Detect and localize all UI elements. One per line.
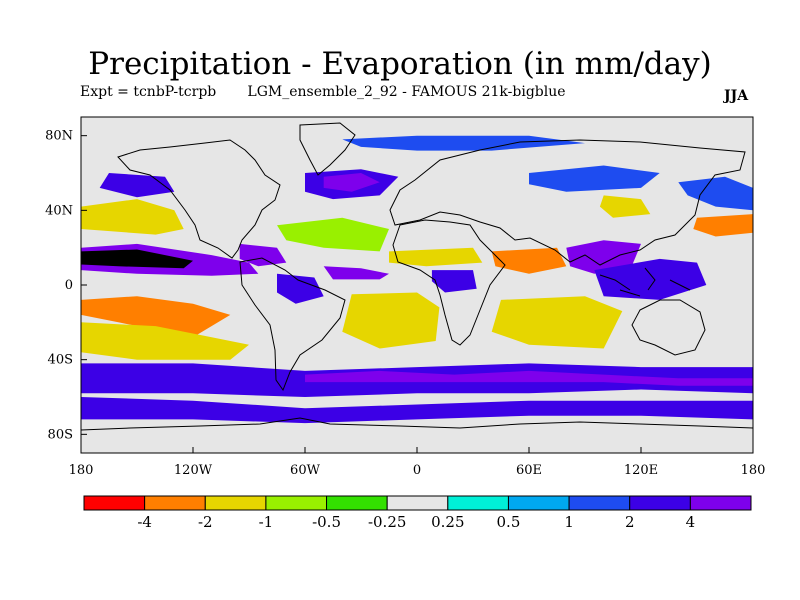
lat-tick-label: 80N <box>45 129 73 144</box>
region-siberia-moist <box>529 165 660 192</box>
season-label: JJA <box>724 88 749 104</box>
lon-tick-label: 0 <box>413 463 421 478</box>
region-atlantic-itcz <box>323 266 389 280</box>
colorbar-label: 0.5 <box>497 513 521 531</box>
longitude-axis: 180 120W 60W 0 60E 120E 180 <box>69 447 766 478</box>
region-north-pacific-dry <box>81 199 184 235</box>
region-caribbean-wet <box>239 243 287 267</box>
lat-tick-label: 40N <box>45 203 73 218</box>
coastline-maritime-islands <box>599 267 691 297</box>
lon-tick-label: 60E <box>516 463 542 478</box>
coastline-eurasia <box>389 139 746 266</box>
coastlines <box>81 122 753 431</box>
coastline-north-america <box>117 139 281 259</box>
colorbar-label: -0.5 <box>312 513 341 531</box>
colorbar-swatch <box>204 495 267 511</box>
region-east-asia-dry <box>599 195 651 218</box>
lon-tick-label: 60W <box>290 463 321 478</box>
region-atlantic-dry-north <box>277 217 389 252</box>
lon-tick-label: 180 <box>741 463 766 478</box>
colorbar-swatch <box>83 495 146 511</box>
region-amazon-wet <box>277 273 324 304</box>
region-arabian-dry <box>491 247 567 274</box>
region-arctic-moist <box>342 135 585 151</box>
run-label: LGM_ensemble_2_92 - FAMOUS 21k-bigblue <box>247 84 566 100</box>
lat-tick-label: 0 <box>65 278 73 293</box>
colorbar-label: 2 <box>625 513 635 531</box>
region-south-atlantic-yellow <box>342 292 440 349</box>
region-south-pacific-dry <box>81 296 231 338</box>
region-antarctic-coast <box>81 397 753 424</box>
colorbar-swatch <box>265 495 328 511</box>
colorbar-label: -2 <box>198 513 213 531</box>
region-southern-ocean-core <box>305 370 753 386</box>
colorbar-swatch <box>144 495 206 511</box>
region-west-pacific-dry <box>693 214 753 237</box>
coastline-australia <box>631 299 706 356</box>
region-south-pacific-yellow <box>81 322 249 360</box>
lat-tick-label: 80S <box>48 427 73 442</box>
colorbar: -4 -2 -1 -0.5 -0.25 0.25 0.5 1 2 4 <box>83 495 752 531</box>
coastline-antarctica <box>81 417 753 431</box>
lon-tick-label: 180 <box>69 463 94 478</box>
colorbar-swatch <box>689 495 752 511</box>
colorbar-label: -1 <box>259 513 274 531</box>
region-sahel-dry <box>389 247 483 267</box>
coastline-south-america <box>239 257 346 392</box>
experiment-label: Expt = tcnbP-tcrpb <box>80 84 217 100</box>
coastline-greenland <box>299 122 356 176</box>
colorbar-swatch <box>386 495 449 511</box>
colorbar-label: 0.25 <box>431 513 464 531</box>
region-itcz-pacific-core <box>81 249 193 269</box>
lat-tick-label: 40S <box>48 353 73 368</box>
colorbar-swatch <box>568 495 631 511</box>
lon-tick-label: 120E <box>624 463 658 478</box>
latitude-axis: 80N 40N 0 40S 80S <box>45 129 87 442</box>
region-central-africa-wet <box>431 270 477 293</box>
colorbar-swatch <box>447 495 509 511</box>
pe-field <box>81 117 753 453</box>
colorbar-label: 4 <box>686 513 696 531</box>
region-indian-ocean-dry <box>491 296 623 349</box>
coastline-africa <box>392 219 506 346</box>
plot-title: Precipitation - Evaporation (in mm/day) <box>88 46 712 82</box>
region-north-atlantic-core <box>323 173 380 192</box>
experiment-info: Expt = tcnbP-tcrpb LGM_ensemble_2_92 - F… <box>80 84 566 100</box>
colorbar-swatch <box>629 495 691 511</box>
colorbar-swatch <box>326 495 388 511</box>
region-northwest-pacific-moist <box>678 176 753 211</box>
colorbar-label: -4 <box>137 513 152 531</box>
region-maritime-continent-wet <box>594 258 707 300</box>
colorbar-swatch <box>507 495 570 511</box>
colorbar-label: 1 <box>564 513 574 531</box>
colorbar-label: -0.25 <box>368 513 406 531</box>
lon-tick-label: 120W <box>174 463 213 478</box>
